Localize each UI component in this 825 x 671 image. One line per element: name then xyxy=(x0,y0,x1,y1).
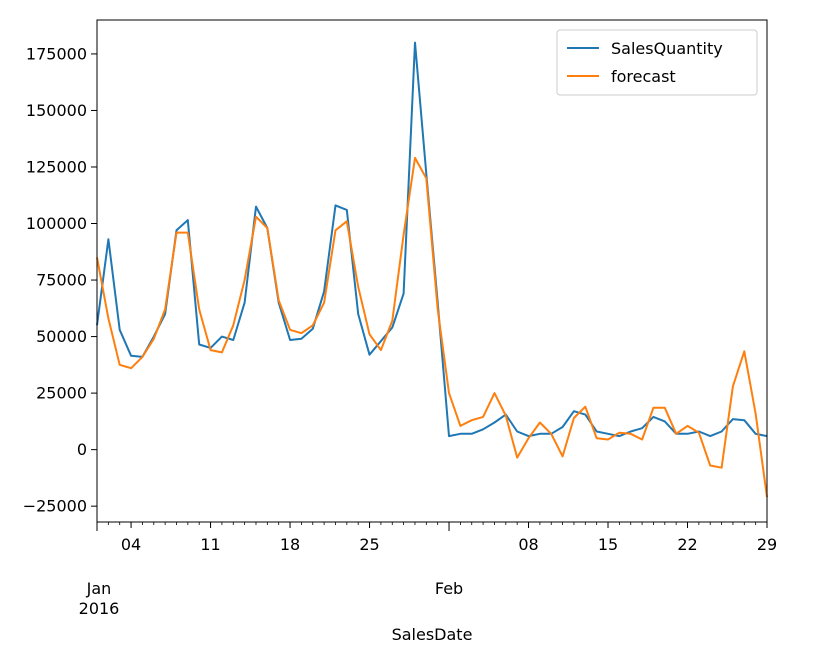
x-tick-label: 25 xyxy=(359,535,379,554)
x-tick-label: 11 xyxy=(200,535,220,554)
legend-box xyxy=(556,29,758,96)
y-tick-label: 0 xyxy=(77,440,87,459)
y-tick-label: 25000 xyxy=(36,384,87,403)
x-month-label: Feb xyxy=(435,579,463,598)
x-tick-label: 15 xyxy=(598,535,618,554)
y-tick-label: −25000 xyxy=(23,497,87,516)
series-layer xyxy=(96,41,768,498)
x-tick-label: 08 xyxy=(518,535,538,554)
y-axis: −25000 0 25000 50000 75000 100000 125000 150000… xyxy=(23,44,97,516)
y-tick-label: 175000 xyxy=(26,44,87,63)
x-tick-label: 29 xyxy=(757,535,777,554)
y-tick-label: 100000 xyxy=(26,214,87,233)
y-tick-label: 125000 xyxy=(26,157,87,176)
x-tick-label: 04 xyxy=(121,535,141,554)
legend-label: forecast xyxy=(611,67,676,86)
y-tick-label: 50000 xyxy=(36,327,87,346)
plot-frame xyxy=(96,19,768,523)
legend-label: SalesQuantity xyxy=(611,39,723,58)
x-tick-label: 18 xyxy=(280,535,300,554)
x-month-label: 2016 xyxy=(79,599,120,618)
y-tick-label: 150000 xyxy=(26,101,87,120)
y-tick-label: 75000 xyxy=(36,271,87,290)
x-month-label: Jan xyxy=(86,579,112,598)
legend: SalesQuantity forecast xyxy=(556,29,758,96)
x-tick-label: 22 xyxy=(677,535,697,554)
x-axis-label: SalesDate xyxy=(392,625,473,644)
series-line-forecast xyxy=(96,156,768,498)
axes-layer xyxy=(96,19,768,523)
